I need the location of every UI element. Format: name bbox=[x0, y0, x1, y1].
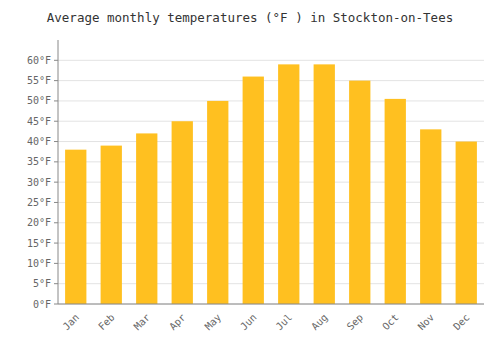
grid-line bbox=[58, 304, 484, 305]
y-tick-label: 15°F bbox=[27, 238, 51, 249]
grid-line bbox=[58, 60, 484, 61]
y-tick-label: 0°F bbox=[33, 299, 51, 310]
x-tick-label: Nov bbox=[416, 312, 437, 333]
y-tick bbox=[54, 121, 58, 122]
y-tick bbox=[54, 60, 58, 61]
bar bbox=[207, 101, 228, 304]
y-tick bbox=[54, 243, 58, 244]
y-tick-label: 5°F bbox=[33, 278, 51, 289]
y-axis-line bbox=[58, 40, 59, 304]
y-tick-label: 30°F bbox=[27, 177, 51, 188]
y-tick-label: 55°F bbox=[27, 75, 51, 86]
y-tick bbox=[54, 100, 58, 101]
x-tick-label: Dec bbox=[451, 312, 472, 333]
bar bbox=[314, 64, 335, 304]
y-tick-label: 50°F bbox=[27, 95, 51, 106]
bar bbox=[243, 77, 264, 304]
x-tick-label: Jul bbox=[274, 312, 295, 333]
y-tick bbox=[54, 161, 58, 162]
bar bbox=[65, 150, 86, 304]
chart: Average monthly temperatures (°F ) in St… bbox=[0, 0, 500, 350]
y-tick bbox=[54, 202, 58, 203]
y-tick bbox=[54, 182, 58, 183]
x-axis: Jan Feb Mar Apr May Jun Jul Aug Sep Oct Nov Dec bbox=[58, 304, 484, 332]
y-tick bbox=[54, 80, 58, 81]
x-tick-label: Feb bbox=[96, 312, 117, 333]
y-tick bbox=[54, 141, 58, 142]
y-axis: 0°F 5°F 10°F 15°F 20°F 25°F 30°F 35°F 40°F 45°F 50… bbox=[27, 40, 58, 310]
x-axis-line bbox=[58, 304, 484, 305]
bar bbox=[136, 133, 157, 304]
grid-line bbox=[58, 80, 484, 81]
y-tick-label: 25°F bbox=[27, 197, 51, 208]
grid-line bbox=[58, 100, 484, 101]
x-tick-label: Sep bbox=[345, 312, 366, 333]
bar bbox=[456, 142, 477, 304]
y-tick bbox=[54, 304, 58, 305]
grid-line bbox=[58, 121, 484, 122]
chart-container: Average monthly temperatures (°F ) in St… bbox=[0, 0, 500, 350]
x-tick-label: Jun bbox=[238, 312, 259, 333]
bar bbox=[101, 146, 122, 304]
bar bbox=[349, 81, 370, 304]
x-tick-label: May bbox=[203, 312, 224, 333]
bar bbox=[385, 99, 406, 304]
y-tick-label: 35°F bbox=[27, 156, 51, 167]
bar bbox=[278, 64, 299, 304]
y-tick bbox=[54, 263, 58, 264]
bar bbox=[420, 129, 441, 304]
bar bbox=[172, 121, 193, 304]
title: Average monthly temperatures (°F ) in St… bbox=[47, 10, 453, 25]
x-tick-label: Jan bbox=[61, 312, 82, 333]
y-tick bbox=[54, 283, 58, 284]
x-tick-label: Apr bbox=[167, 312, 188, 333]
y-tick bbox=[54, 222, 58, 223]
grid bbox=[58, 60, 484, 304]
y-tick-label: 10°F bbox=[27, 258, 51, 269]
y-tick-label: 40°F bbox=[27, 136, 51, 147]
y-tick-label: 20°F bbox=[27, 217, 51, 228]
y-tick-label: 60°F bbox=[27, 55, 51, 66]
x-tick-label: Mar bbox=[132, 312, 153, 333]
y-tick-label: 45°F bbox=[27, 116, 51, 127]
x-tick-label: Aug bbox=[309, 312, 330, 333]
x-tick-label: Oct bbox=[380, 312, 401, 333]
bars bbox=[65, 64, 477, 304]
